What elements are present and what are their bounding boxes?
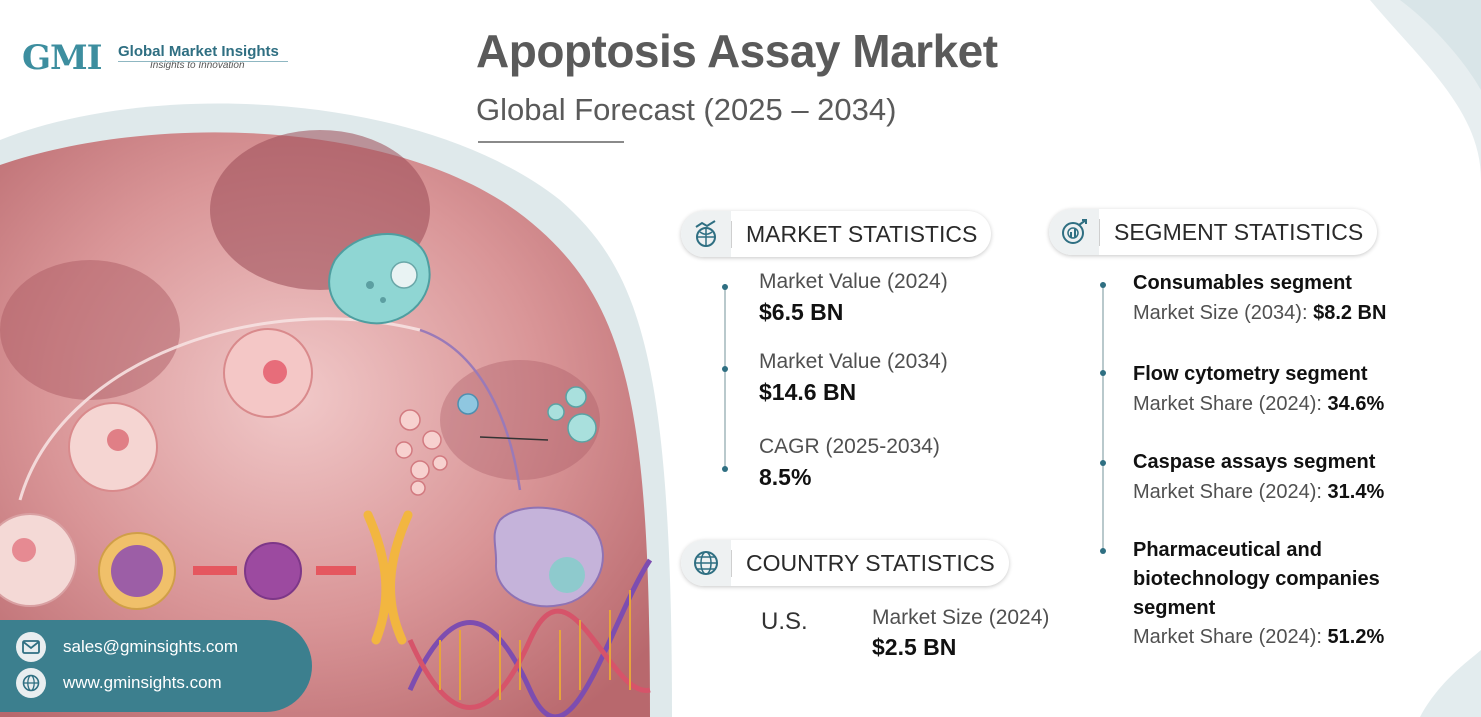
logo-name: Global Market Insights xyxy=(118,43,279,60)
country-market-size-value: $2.5 BN xyxy=(872,634,957,660)
subtitle-underline xyxy=(478,141,624,143)
market-value-2034: $14.6 BN xyxy=(759,379,857,405)
logo-mark: GMI xyxy=(22,38,103,78)
apoptosis-illustration xyxy=(0,103,672,717)
segment-statistics-heading: SEGMENT STATISTICS xyxy=(1099,218,1377,246)
cagr-label: CAGR (2025-2034) xyxy=(759,435,940,458)
segment-metric: Market Share (2024): 51.2% xyxy=(1133,626,1385,648)
globe-chart-icon xyxy=(681,211,731,257)
logo-tagline: Insights to Innovation xyxy=(150,60,245,71)
segment-name: Caspase assays segment xyxy=(1133,451,1376,473)
timeline-dot xyxy=(722,366,728,372)
segment-stats-timeline xyxy=(1102,282,1104,552)
segment-metric: Market Size (2034): $8.2 BN xyxy=(1133,302,1387,324)
segment-name: Flow cytometry segment xyxy=(1133,363,1368,385)
globe-icon xyxy=(681,540,731,586)
contact-email[interactable]: sales@gminsights.com xyxy=(63,637,239,656)
country-statistics-header: COUNTRY STATISTICS xyxy=(681,540,1009,586)
segment-statistics-header: SEGMENT STATISTICS xyxy=(1049,209,1378,255)
market-stats-timeline xyxy=(724,284,726,470)
envelope-icon xyxy=(16,632,46,662)
segment-name-line: Pharmaceutical and xyxy=(1133,539,1322,561)
timeline-dot xyxy=(722,466,728,472)
timeline-dot xyxy=(1100,282,1106,288)
market-value-2024-label: Market Value (2024) xyxy=(759,270,948,293)
timeline-dot xyxy=(1100,548,1106,554)
contact-bar: sales@gminsights.com www.gminsights.com xyxy=(0,620,312,712)
logo-divider xyxy=(118,61,288,62)
contact-website[interactable]: www.gminsights.com xyxy=(63,673,222,692)
segment-name-line: biotechnology companies xyxy=(1133,568,1380,590)
segment-metric: Market Share (2024): 31.4% xyxy=(1133,481,1385,503)
timeline-dot xyxy=(1100,370,1106,376)
market-value-2034-label: Market Value (2034) xyxy=(759,350,948,373)
country-market-size-label: Market Size (2024) xyxy=(872,606,1050,629)
segment-metric: Market Share (2024): 34.6% xyxy=(1133,393,1385,415)
segment-name-multiline: Pharmaceutical and biotechnology compani… xyxy=(1133,536,1380,623)
market-value-2024: $6.5 BN xyxy=(759,299,844,325)
contact-email-row[interactable]: sales@gminsights.com xyxy=(16,632,238,662)
cagr-value: 8.5% xyxy=(759,464,812,490)
contact-website-row[interactable]: www.gminsights.com xyxy=(16,668,222,698)
country-name: U.S. xyxy=(761,608,808,635)
market-statistics-heading: MARKET STATISTICS xyxy=(731,220,991,248)
market-statistics-header: MARKET STATISTICS xyxy=(681,211,992,257)
page-title: Apoptosis Assay Market xyxy=(476,25,998,77)
segment-name: Consumables segment xyxy=(1133,272,1352,294)
gmi-logo: GMI Global Market Insights Insights to I… xyxy=(22,38,288,80)
globe-icon xyxy=(16,668,46,698)
country-statistics-heading: COUNTRY STATISTICS xyxy=(731,549,1009,577)
timeline-dot xyxy=(1100,460,1106,466)
timeline-dot xyxy=(722,284,728,290)
page-subtitle: Global Forecast (2025 – 2034) xyxy=(476,92,897,127)
target-chart-icon xyxy=(1049,209,1099,255)
segment-name-line: segment xyxy=(1133,597,1216,619)
